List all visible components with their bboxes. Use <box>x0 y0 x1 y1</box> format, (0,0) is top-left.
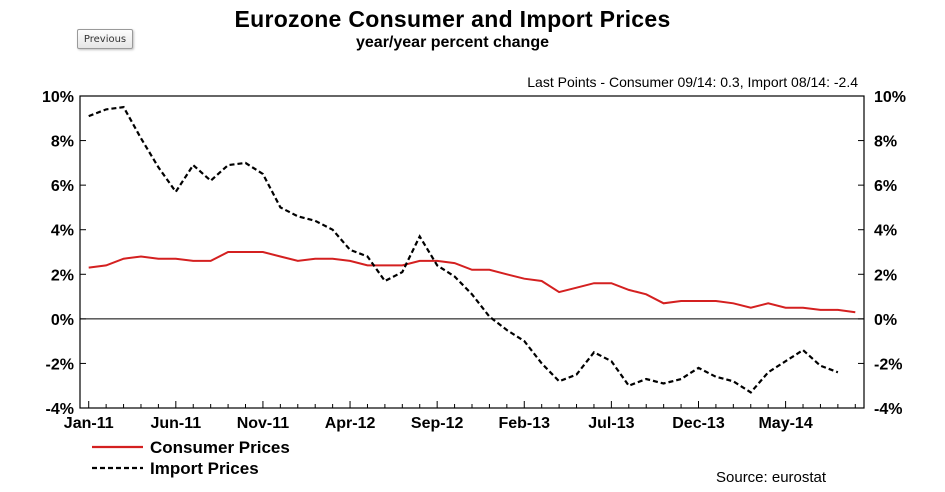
y-tick-label-right: 0% <box>874 312 897 329</box>
x-tick-label: Jun-11 <box>150 415 201 432</box>
y-tick-label-left: 10% <box>42 89 74 106</box>
y-tick-label-right: 8% <box>874 134 897 151</box>
y-tick-label-right: 10% <box>874 89 906 106</box>
y-tick-label-right: -2% <box>874 356 902 373</box>
import-prices-line <box>88 105 839 394</box>
legend-label-consumer: Consumer Prices <box>150 438 290 457</box>
y-tick-label-left: -4% <box>46 401 74 418</box>
consumer-prices-line <box>88 251 856 314</box>
previous-button[interactable]: Previous <box>77 29 133 49</box>
x-tick-label: Sep-12 <box>411 415 464 432</box>
x-tick-label: Jan-11 <box>64 415 114 432</box>
y-tick-label-right: 6% <box>874 178 897 195</box>
last-points-annotation: Last Points - Consumer 09/14: 0.3, Impor… <box>527 74 858 90</box>
source-note: Source: eurostat <box>716 469 827 486</box>
x-tick-label: Apr-12 <box>325 415 376 432</box>
x-tick-label: Feb-13 <box>498 415 550 432</box>
y-tick-label-left: 2% <box>51 267 74 284</box>
y-tick-label-left: 4% <box>51 223 74 240</box>
chart-subtitle: year/year percent change <box>356 34 549 51</box>
plot-frame <box>79 95 865 409</box>
x-tick-label: Nov-11 <box>237 415 290 432</box>
y-tick-label-right: 4% <box>874 223 897 240</box>
x-tick-label: Dec-13 <box>672 415 725 432</box>
y-tick-label-left: 8% <box>51 134 74 151</box>
x-tick-label: May-14 <box>758 415 812 432</box>
chart-title: Eurozone Consumer and Import Prices <box>234 6 671 32</box>
y-tick-label-right: -4% <box>874 401 902 418</box>
x-tick-label: Jul-13 <box>588 415 634 432</box>
y-tick-label-left: 0% <box>51 312 74 329</box>
legend-label-import: Import Prices <box>150 459 259 478</box>
y-tick-label-left: -2% <box>46 356 74 373</box>
y-tick-label-left: 6% <box>51 178 74 195</box>
y-tick-label-right: 2% <box>874 267 897 284</box>
